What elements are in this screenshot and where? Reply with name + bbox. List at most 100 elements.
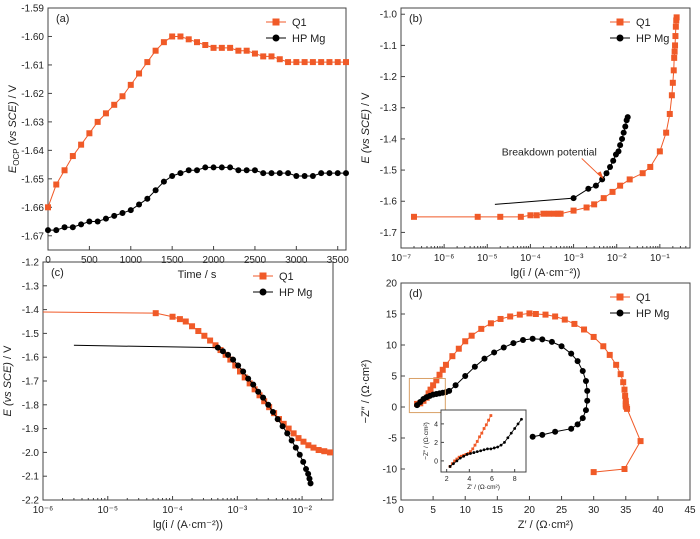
data-point-q1 <box>218 44 225 51</box>
data-point-q1 <box>61 167 68 174</box>
inset-series-line-hp-mg <box>449 419 522 467</box>
data-point-q1 <box>295 435 302 442</box>
data-point-q1 <box>436 371 443 378</box>
data-point-q1 <box>111 101 118 108</box>
legend-label: HP Mg <box>636 308 669 320</box>
y-tick-label: 10 <box>386 341 398 352</box>
y-axis-label: E (vs SCE) / V <box>2 345 14 417</box>
data-point-q1 <box>673 17 680 24</box>
data-point-hp-mg <box>307 480 314 487</box>
data-point-q1 <box>427 386 434 393</box>
data-point-q1 <box>285 59 292 66</box>
data-point-hp-mg <box>574 421 581 428</box>
y-axis-label: EOCP (vs SCE) / V <box>7 84 21 173</box>
data-point-q1 <box>127 81 134 88</box>
data-point-hp-mg <box>255 388 262 395</box>
y-tick-label: -1.4 <box>22 305 40 316</box>
data-point-hp-mg <box>582 407 589 414</box>
data-point-q1 <box>526 310 533 317</box>
data-point-q1 <box>185 36 192 43</box>
y-tick-label: -1.61 <box>21 60 44 71</box>
data-point-hp-mg <box>293 172 300 179</box>
legend-label: Q1 <box>279 271 294 283</box>
data-point-q1 <box>581 326 588 333</box>
x-tick-label: 40 <box>652 505 664 516</box>
data-point-hp-mg <box>269 408 276 415</box>
x-tick-label: 10⁻³ <box>227 505 247 516</box>
y-axis-label-symbol: E <box>360 155 372 163</box>
y-tick-label: -1.7 <box>22 377 40 388</box>
data-point-q1 <box>622 397 629 404</box>
inset-highlight-box <box>408 377 446 414</box>
data-point-hp-mg <box>169 172 176 179</box>
y-tick-label: -1.65 <box>21 174 44 185</box>
legend-marker <box>272 34 280 42</box>
data-point-hp-mg <box>136 201 143 208</box>
y-tick-label: -1.5 <box>22 329 40 340</box>
data-point-hp-mg <box>620 129 627 136</box>
inset-x-tick-label: 2 <box>445 476 449 483</box>
data-point-q1 <box>673 14 680 21</box>
inset-data-point-q1 <box>480 431 484 435</box>
data-point-hp-mg <box>288 437 295 444</box>
data-point-hp-mg <box>300 458 307 465</box>
inset-data-point-hp-mg <box>492 446 496 450</box>
data-point-hp-mg <box>260 394 267 401</box>
y-axis-label-paren: (vs SCE) <box>2 362 14 406</box>
y-axis-label-subscript: OCP <box>12 148 21 165</box>
data-point-q1 <box>647 163 654 170</box>
y-tick-label: -1.5 <box>380 166 398 177</box>
inset-data-point-q1 <box>453 459 456 463</box>
inset-data-point-q1 <box>482 427 486 430</box>
x-tick-label: 5 <box>430 505 436 516</box>
data-point-hp-mg <box>219 348 226 355</box>
data-point-q1 <box>343 59 349 66</box>
data-point-hp-mg <box>579 368 586 375</box>
data-point-q1 <box>462 338 469 345</box>
data-point-q1 <box>334 59 341 66</box>
inset-data-point-hp-mg <box>520 417 523 421</box>
data-point-q1 <box>478 325 485 332</box>
data-point-hp-mg <box>210 164 217 171</box>
inset-data-point-q1 <box>471 447 475 451</box>
data-point-hp-mg <box>574 358 581 365</box>
data-point-hp-mg <box>177 170 184 177</box>
data-point-hp-mg <box>78 221 85 228</box>
data-point-q1 <box>268 53 275 60</box>
inset-data-point-hp-mg <box>506 436 510 440</box>
plot-frame <box>400 7 691 249</box>
legend-label: Q1 <box>636 292 651 304</box>
legend-marker <box>272 18 280 26</box>
data-point-hp-mg <box>225 351 232 358</box>
data-point-q1 <box>590 469 597 476</box>
data-point-q1 <box>613 361 620 368</box>
y-axis-label-unit: / V <box>2 345 14 362</box>
y-tick-label: -1.64 <box>21 146 44 157</box>
data-point-hp-mg <box>584 397 591 404</box>
data-point-q1 <box>102 110 109 117</box>
y-tick-label: -1.1 <box>380 41 398 52</box>
x-tick-label: 20 <box>524 505 536 516</box>
x-axis-label: Z′ / (Ω·cm²) <box>518 519 574 531</box>
data-point-q1 <box>561 316 568 323</box>
data-point-hp-mg <box>279 423 286 430</box>
data-point-hp-mg <box>539 336 546 343</box>
y-tick-label: -1.60 <box>21 32 44 43</box>
data-point-hp-mg <box>119 209 126 216</box>
data-point-hp-mg <box>285 170 292 177</box>
data-point-q1 <box>620 379 627 386</box>
data-point-q1 <box>600 343 607 350</box>
y-tick-label: -15 <box>383 496 398 507</box>
data-point-q1 <box>626 176 633 183</box>
inset-data-point-hp-mg <box>458 456 462 460</box>
data-point-q1 <box>53 181 60 188</box>
y-tick-label: -2.1 <box>22 472 40 483</box>
legend-marker <box>616 293 624 301</box>
data-point-q1 <box>671 54 678 61</box>
data-point-q1 <box>570 207 577 214</box>
inset-data-point-hp-mg <box>503 440 506 444</box>
annotation-label: Breakdown potential <box>502 146 597 158</box>
x-tick-label: 10⁻² <box>607 253 627 264</box>
data-point-q1 <box>474 213 481 220</box>
data-point-q1 <box>600 195 607 202</box>
